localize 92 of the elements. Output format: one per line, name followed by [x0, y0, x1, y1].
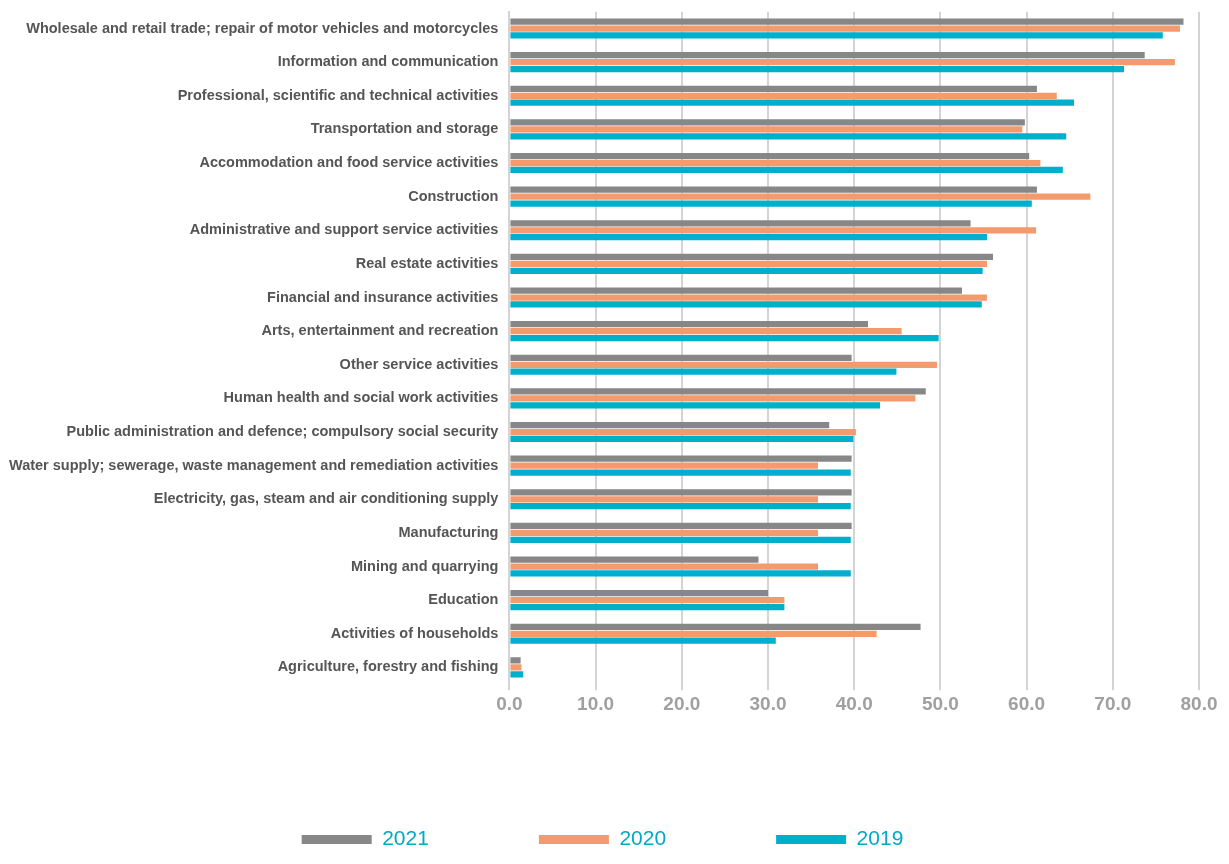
bar — [510, 92, 1057, 99]
y-tick-label: Wholesale and retail trade; repair of motor vehicles and motorcycles — [26, 19, 499, 36]
y-tick-label: Other service activities — [339, 355, 499, 372]
bar — [510, 234, 987, 241]
bar — [510, 503, 851, 510]
bar — [510, 200, 1032, 207]
y-tick-label: Administrative and support service activities — [189, 221, 499, 238]
bar — [510, 126, 1023, 133]
y-tick-label: Manufacturing — [398, 523, 499, 540]
bar — [510, 529, 818, 537]
bar — [510, 59, 1175, 66]
y-tick-label: Public administration and defence; compulsory social security — [66, 423, 499, 440]
bar — [510, 85, 1037, 92]
bar — [510, 428, 856, 436]
y-tick-label: Professional, scientific and technical activities — [177, 86, 499, 103]
y-tick-label: Education — [428, 591, 499, 608]
x-tick-label: 30.0 — [749, 692, 787, 714]
bar — [510, 395, 916, 402]
bar — [510, 556, 759, 563]
bar — [510, 455, 852, 462]
bar — [510, 133, 1067, 140]
bar — [510, 637, 776, 644]
y-tick-label: Agriculture, forestry and fishing — [277, 658, 499, 675]
bar — [510, 469, 851, 476]
bar — [510, 435, 854, 443]
bar — [510, 522, 852, 530]
x-tick-label: 60.0 — [1008, 692, 1046, 714]
bar — [510, 334, 939, 342]
bar — [510, 590, 768, 597]
bar — [510, 119, 1025, 126]
bar — [510, 462, 818, 469]
x-tick-label: 80.0 — [1180, 692, 1218, 714]
y-tick-label: Water supply; sewerage, waste management and remediation activities — [9, 456, 499, 473]
bar — [510, 388, 926, 395]
bar — [510, 321, 868, 328]
bar — [510, 186, 1037, 193]
bar — [510, 536, 851, 543]
bar — [510, 402, 881, 409]
x-tick-label: 10.0 — [577, 692, 615, 714]
legend-label: 2019 — [856, 826, 904, 850]
bar — [510, 227, 1037, 234]
bar — [510, 301, 982, 308]
bar — [510, 52, 1145, 59]
bar — [510, 260, 987, 268]
bar — [510, 354, 852, 361]
y-tick-label: Arts, entertainment and recreation — [261, 322, 499, 339]
bar — [510, 361, 937, 368]
x-tick-label: 40.0 — [835, 692, 873, 714]
legend-label: 2020 — [619, 826, 667, 850]
x-tick-label: 70.0 — [1094, 692, 1132, 714]
y-tick-label: Electricity, gas, steam and air conditioning supply — [153, 490, 499, 507]
legend-label: 2021 — [382, 826, 429, 850]
y-tick-label: Transportation and storage — [310, 120, 499, 137]
bar — [510, 287, 962, 294]
y-tick-label: Construction — [408, 187, 499, 204]
bar — [510, 597, 785, 604]
y-tick-label: Activities of households — [330, 624, 499, 641]
y-tick-label: Financial and insurance activities — [267, 288, 499, 305]
bar — [510, 489, 852, 496]
bar — [510, 99, 1075, 106]
bar — [510, 671, 524, 678]
bar — [510, 32, 1163, 39]
bar — [510, 18, 1184, 25]
bar — [510, 294, 987, 301]
bar — [510, 328, 902, 335]
bar — [510, 166, 1063, 174]
bar — [510, 65, 1125, 73]
bar — [510, 159, 1041, 167]
bar — [510, 368, 897, 375]
bar — [510, 253, 993, 261]
bar — [510, 664, 522, 671]
y-tick-label: Real estate activities — [355, 254, 499, 271]
y-tick-label: Mining and quarrying — [350, 557, 499, 574]
y-tick-label: Human health and social work activities — [223, 389, 499, 406]
x-tick-label: 20.0 — [663, 692, 701, 714]
x-tick-label: 50.0 — [921, 692, 959, 714]
bar — [510, 220, 971, 227]
bar — [510, 152, 1030, 160]
bar — [510, 193, 1091, 200]
y-tick-label: Information and communication — [277, 53, 499, 70]
bar — [510, 25, 1181, 32]
y-tick-label: Accommodation and food service activities — [199, 154, 499, 171]
bar — [510, 630, 877, 637]
x-tick-label: 0.0 — [496, 692, 523, 714]
bar — [510, 603, 785, 611]
bar — [510, 267, 983, 274]
bar — [510, 657, 521, 664]
bar — [510, 623, 921, 630]
bar — [510, 570, 851, 577]
bar — [510, 496, 818, 503]
bar — [510, 563, 818, 570]
bar — [510, 421, 830, 429]
